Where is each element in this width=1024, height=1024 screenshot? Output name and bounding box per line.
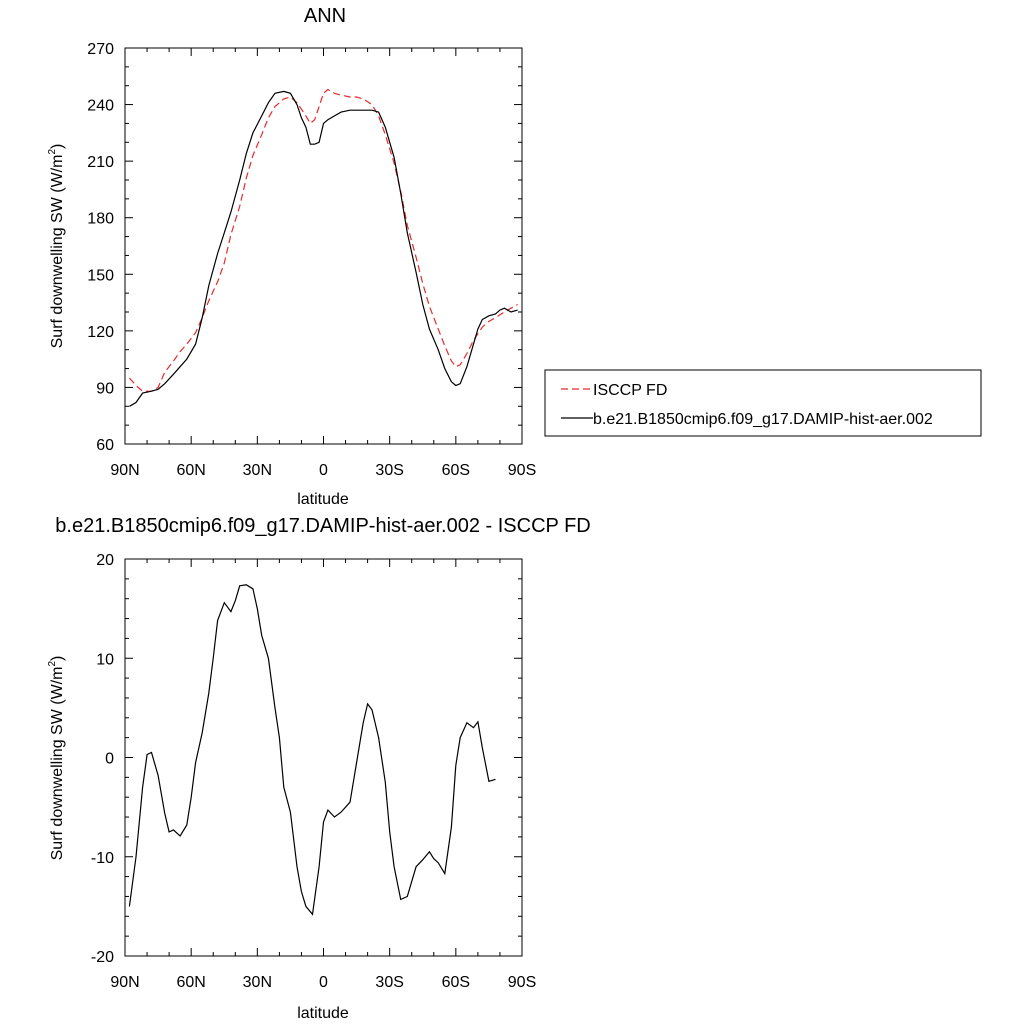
x-tick-label-30s: 30S	[375, 974, 403, 991]
top-ticks	[124, 47, 523, 445]
x-tick-label-30s: 30S	[375, 462, 403, 479]
x-tick-label-90s: 90S	[508, 974, 536, 991]
top-plot-frame	[124, 47, 523, 445]
y-tick-label-neg10: -10	[91, 850, 114, 867]
bottom-y-axis-label-sup: 2	[47, 661, 58, 667]
series-line-difference	[128, 584, 496, 916]
y-tick-label-0: 0	[105, 751, 114, 768]
y-tick-label-180: 180	[87, 211, 114, 228]
x-tick-label-30n: 30N	[243, 974, 272, 991]
bottom-panel: b.e21.B1850cmip6.f09_g17.DAMIP-hist-aer.…	[47, 515, 591, 1022]
bottom-y-axis-label-main: Surf downwelling SW (W/m	[49, 667, 66, 861]
top-y-axis-label-main: Surf downwelling SW (W/m	[49, 155, 66, 349]
legend-label-model: b.e21.B1850cmip6.f09_g17.DAMIP-hist-aer.…	[593, 411, 933, 428]
x-tick-label-90n: 90N	[110, 974, 139, 991]
series-line-isccp-fd	[128, 88, 518, 392]
top-y-tick-labels: 60 90 120 150 180 210 240 270	[87, 41, 114, 454]
bottom-ticks	[124, 558, 523, 957]
bottom-y-axis-label: Surf downwelling SW (W/m2)	[47, 656, 66, 861]
y-tick-label-150: 150	[87, 267, 114, 284]
bottom-y-axis-label-end: )	[49, 656, 66, 661]
top-x-axis-label: latitude	[297, 491, 349, 508]
y-tick-label-270: 270	[87, 41, 114, 58]
x-tick-label-0: 0	[319, 462, 328, 479]
legend-box	[544, 369, 982, 437]
bottom-x-tick-labels: 90N 60N 30N 0 30S 60S 90S	[110, 974, 536, 991]
x-tick-label-60s: 60S	[442, 974, 470, 991]
top-y-axis-label-sup: 2	[47, 149, 58, 155]
bottom-chart-title: b.e21.B1850cmip6.f09_g17.DAMIP-hist-aer.…	[55, 515, 590, 537]
legend: ISCCP FD b.e21.B1850cmip6.f09_g17.DAMIP-…	[544, 369, 982, 437]
top-x-tick-labels: 90N 60N 30N 0 30S 60S 90S	[110, 462, 536, 479]
x-tick-label-0: 0	[319, 974, 328, 991]
y-tick-label-210: 210	[87, 154, 114, 171]
x-tick-label-60n: 60N	[176, 462, 205, 479]
bottom-plot-frame	[124, 558, 523, 957]
y-tick-label-neg20: -20	[91, 949, 114, 966]
y-tick-label-60: 60	[96, 437, 114, 454]
top-y-axis-label: Surf downwelling SW (W/m2)	[47, 144, 66, 349]
x-tick-label-60s: 60S	[442, 462, 470, 479]
bottom-y-tick-labels: -20 -10 0 10 20	[91, 552, 114, 966]
legend-label-isccp-fd: ISCCP FD	[593, 382, 667, 399]
x-tick-label-90n: 90N	[110, 462, 139, 479]
top-panel: ANN 90N 60N 30N 0 30S 60S 90S 60 90 120 …	[47, 5, 982, 508]
y-tick-label-120: 120	[87, 324, 114, 341]
top-chart-title: ANN	[304, 5, 346, 27]
y-tick-label-240: 240	[87, 98, 114, 115]
bottom-x-axis-label: latitude	[297, 1005, 349, 1022]
x-tick-label-60n: 60N	[176, 974, 205, 991]
y-tick-label-10: 10	[96, 651, 114, 668]
series-line-model	[129, 90, 518, 407]
top-y-axis-label-end: )	[49, 144, 66, 149]
x-tick-label-90s: 90S	[508, 462, 536, 479]
y-tick-label-90: 90	[96, 380, 114, 397]
x-tick-label-30n: 30N	[243, 462, 272, 479]
y-tick-label-20: 20	[96, 552, 114, 569]
